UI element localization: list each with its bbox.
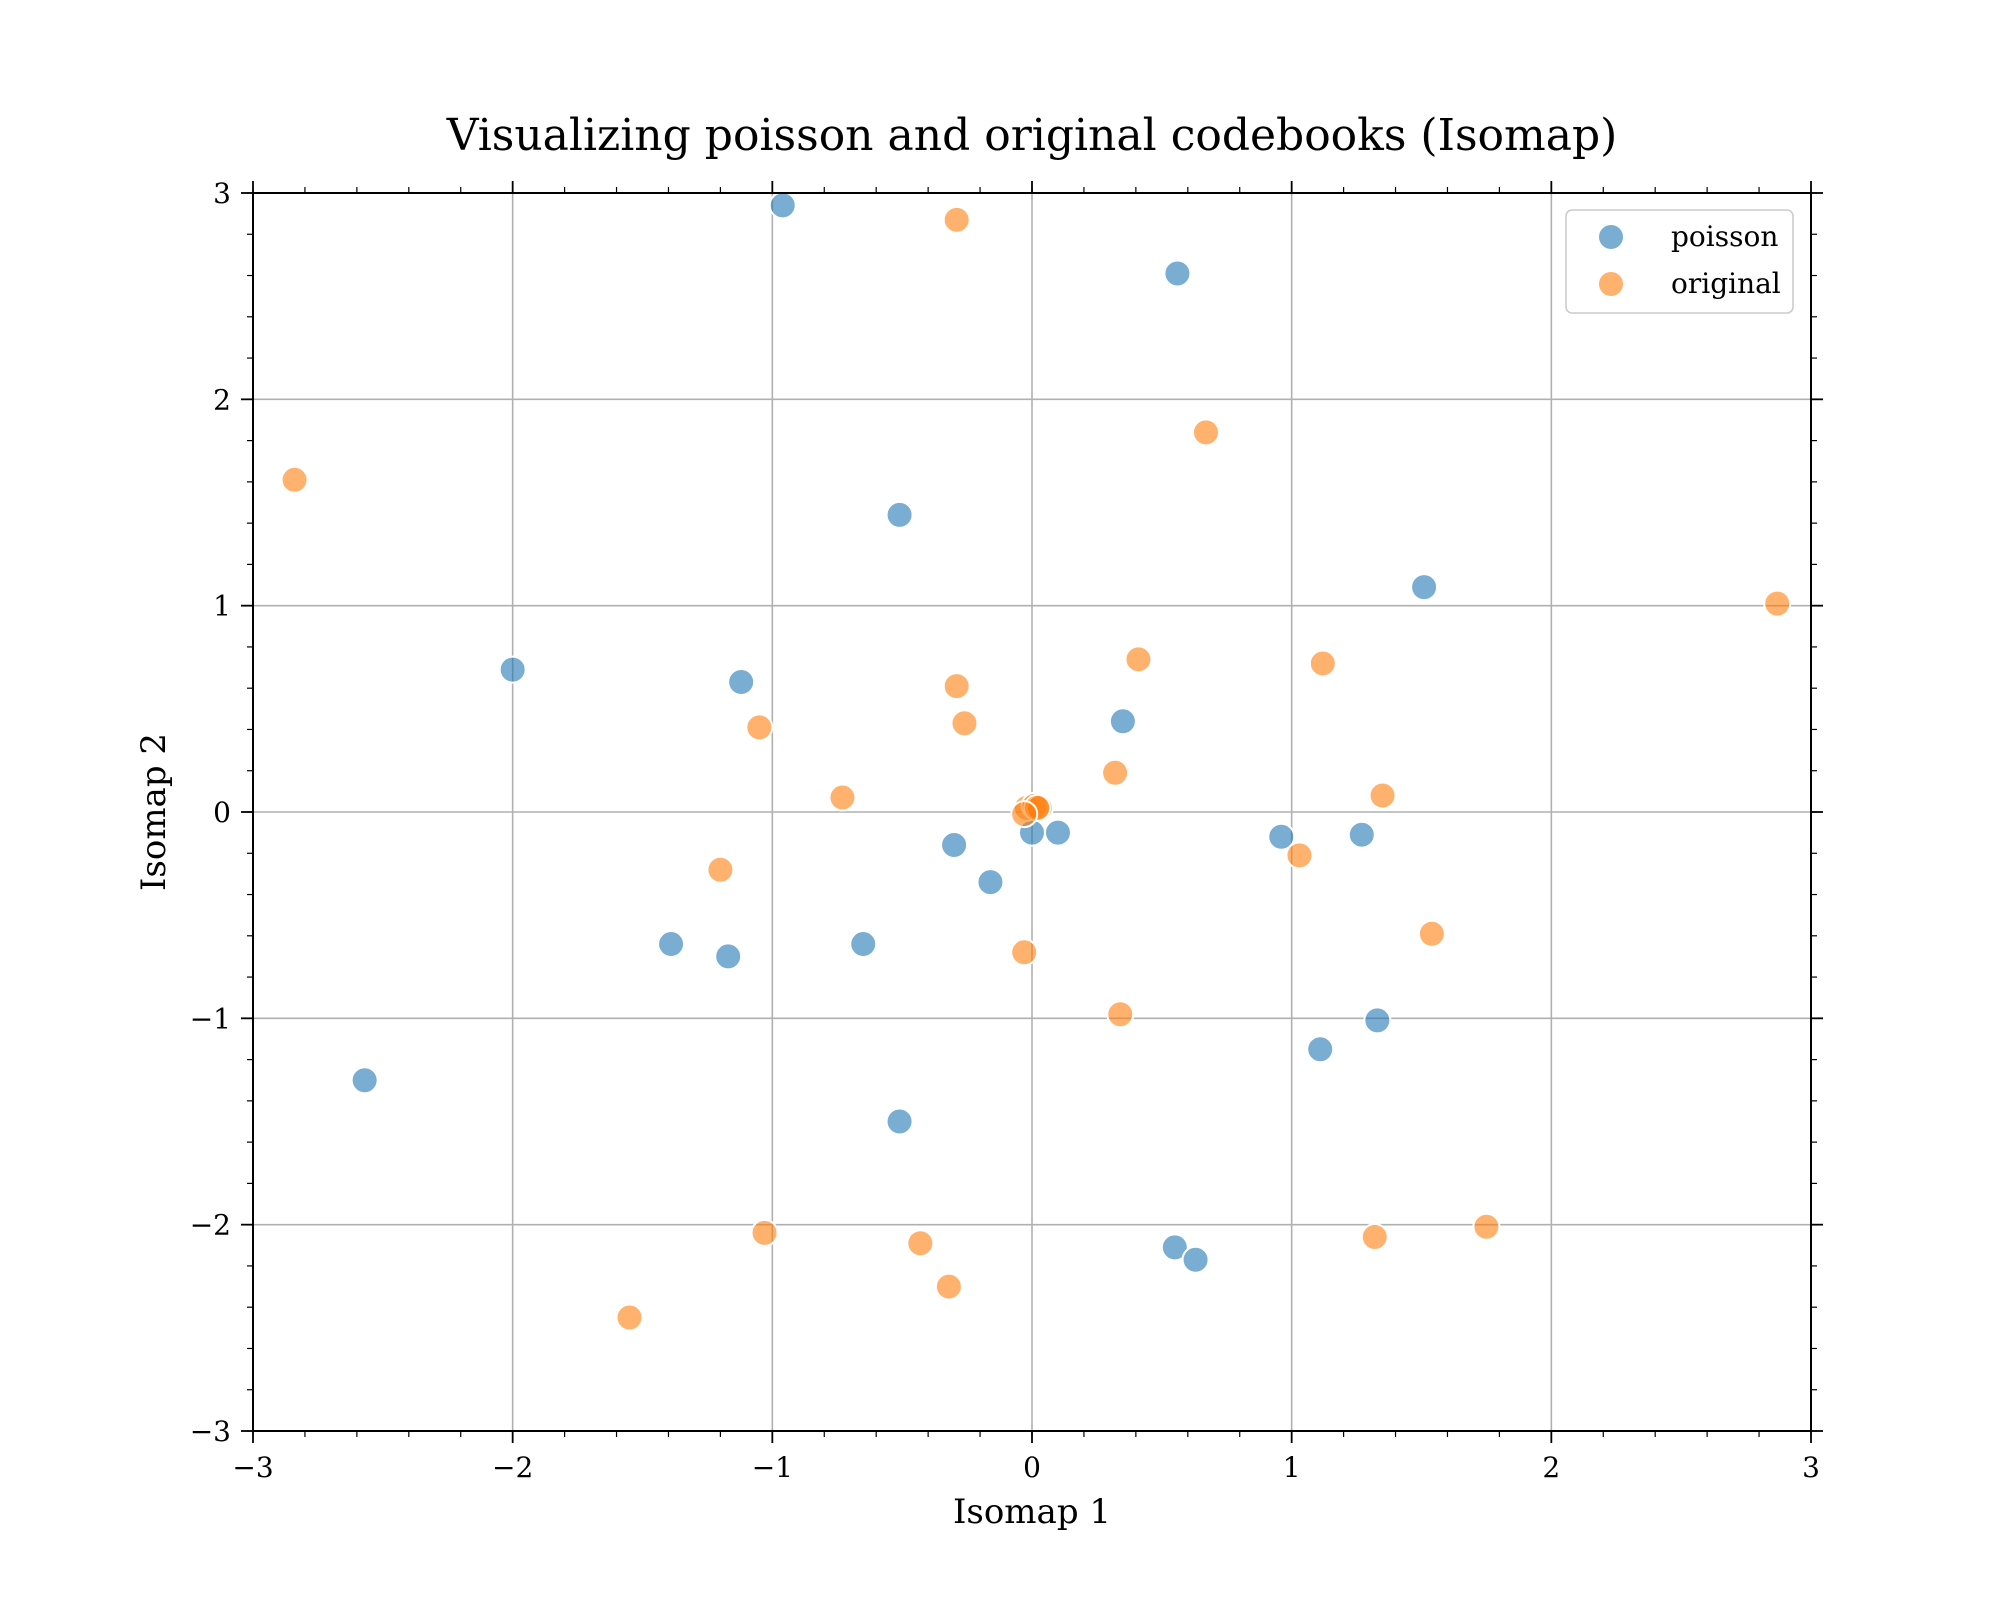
x-tick-label: 1 (1283, 1451, 1301, 1484)
original-point (1010, 800, 1039, 829)
legend: poisson original (1565, 209, 1794, 314)
x-tick-label: 2 (1542, 1451, 1560, 1484)
poisson-point (1306, 1035, 1335, 1064)
legend-marker-original (1597, 270, 1625, 298)
original-point (1101, 758, 1130, 787)
original-point (1360, 1223, 1389, 1252)
y-tick-label: 0 (213, 796, 231, 829)
y-tick-label: −1 (190, 1002, 231, 1035)
original-point (1285, 841, 1314, 870)
x-tick-label: −3 (232, 1451, 273, 1484)
original-point (1106, 1000, 1135, 1029)
x-tick-label: 0 (1023, 1451, 1041, 1484)
x-tick-label: −2 (492, 1451, 533, 1484)
poisson-point (885, 500, 914, 529)
original-point (745, 713, 774, 742)
data-points (280, 191, 1792, 1332)
poisson-point (1363, 1006, 1392, 1035)
original-point (934, 1272, 963, 1301)
poisson-point (714, 942, 743, 971)
y-tick-label: 1 (213, 590, 231, 623)
x-axis-label: Isomap 1 (953, 1492, 1111, 1532)
axis-ticks: −3 −2 −1 0 1 2 3 −3 −2 −1 0 1 2 3 (190, 177, 1823, 1484)
original-point (942, 205, 971, 234)
y-tick-label: −2 (190, 1209, 231, 1242)
y-tick-label: 3 (213, 177, 231, 210)
poisson-point (498, 655, 527, 684)
poisson-point (1108, 707, 1137, 736)
original-point (1368, 781, 1397, 810)
poisson-point (1267, 822, 1296, 851)
poisson-point (1043, 818, 1072, 847)
original-point (1308, 649, 1337, 678)
poisson-point (657, 930, 686, 959)
legend-label-poisson: poisson (1671, 220, 1778, 253)
original-point (828, 783, 857, 812)
poisson-point (940, 831, 969, 860)
poisson-point (976, 868, 1005, 897)
legend-marker-poisson (1597, 223, 1625, 251)
original-point (750, 1218, 779, 1247)
poisson-point (1160, 1233, 1189, 1262)
original-point (1124, 645, 1153, 674)
original-point (1191, 418, 1220, 447)
y-tick-label: −3 (190, 1415, 231, 1448)
original-point (906, 1229, 935, 1258)
y-axis-label: Isomap 2 (134, 733, 174, 891)
original-point (942, 672, 971, 701)
poisson-point (885, 1107, 914, 1136)
original-point (1010, 938, 1039, 967)
chart-title: Visualizing poisson and original codeboo… (446, 110, 1618, 161)
x-tick-label: −1 (752, 1451, 793, 1484)
original-point (280, 465, 309, 494)
original-point (1763, 589, 1792, 618)
poisson-point (768, 191, 797, 220)
original-point (1417, 919, 1446, 948)
x-tick-label: 3 (1802, 1451, 1820, 1484)
original-point (1472, 1212, 1501, 1241)
original-point (615, 1303, 644, 1332)
original-point (706, 855, 735, 884)
y-tick-label: 2 (213, 383, 231, 416)
poisson-point (849, 930, 878, 959)
poisson-point (1163, 259, 1192, 288)
poisson-point (1347, 820, 1376, 849)
poisson-point (1181, 1245, 1210, 1274)
poisson-point (1410, 573, 1439, 602)
poisson-point (350, 1066, 379, 1095)
original-point (950, 709, 979, 738)
legend-label-original: original (1671, 267, 1781, 300)
poisson-point (727, 668, 756, 697)
